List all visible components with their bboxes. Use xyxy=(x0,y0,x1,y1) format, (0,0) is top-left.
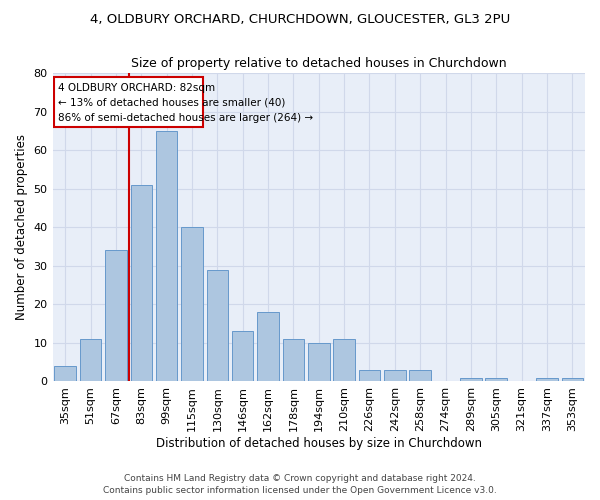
Bar xyxy=(55,366,76,382)
Bar xyxy=(334,339,355,382)
X-axis label: Distribution of detached houses by size in Churchdown: Distribution of detached houses by size … xyxy=(156,437,482,450)
Bar xyxy=(257,312,279,382)
Bar xyxy=(308,343,329,382)
Bar xyxy=(232,332,253,382)
Text: 4 OLDBURY ORCHARD: 82sqm: 4 OLDBURY ORCHARD: 82sqm xyxy=(58,83,215,93)
Text: 86% of semi-detached houses are larger (264) →: 86% of semi-detached houses are larger (… xyxy=(58,113,313,123)
FancyBboxPatch shape xyxy=(54,77,203,127)
Bar xyxy=(181,228,203,382)
Bar xyxy=(384,370,406,382)
Title: Size of property relative to detached houses in Churchdown: Size of property relative to detached ho… xyxy=(131,58,506,70)
Bar xyxy=(105,250,127,382)
Bar xyxy=(536,378,558,382)
Bar xyxy=(562,378,583,382)
Text: ← 13% of detached houses are smaller (40): ← 13% of detached houses are smaller (40… xyxy=(58,98,285,108)
Bar xyxy=(460,378,482,382)
Bar xyxy=(206,270,228,382)
Bar xyxy=(283,339,304,382)
Text: Contains HM Land Registry data © Crown copyright and database right 2024.
Contai: Contains HM Land Registry data © Crown c… xyxy=(103,474,497,495)
Bar xyxy=(80,339,101,382)
Bar xyxy=(485,378,507,382)
Text: 4, OLDBURY ORCHARD, CHURCHDOWN, GLOUCESTER, GL3 2PU: 4, OLDBURY ORCHARD, CHURCHDOWN, GLOUCEST… xyxy=(90,12,510,26)
Y-axis label: Number of detached properties: Number of detached properties xyxy=(15,134,28,320)
Bar xyxy=(131,185,152,382)
Bar xyxy=(156,131,178,382)
Bar xyxy=(409,370,431,382)
Bar xyxy=(359,370,380,382)
